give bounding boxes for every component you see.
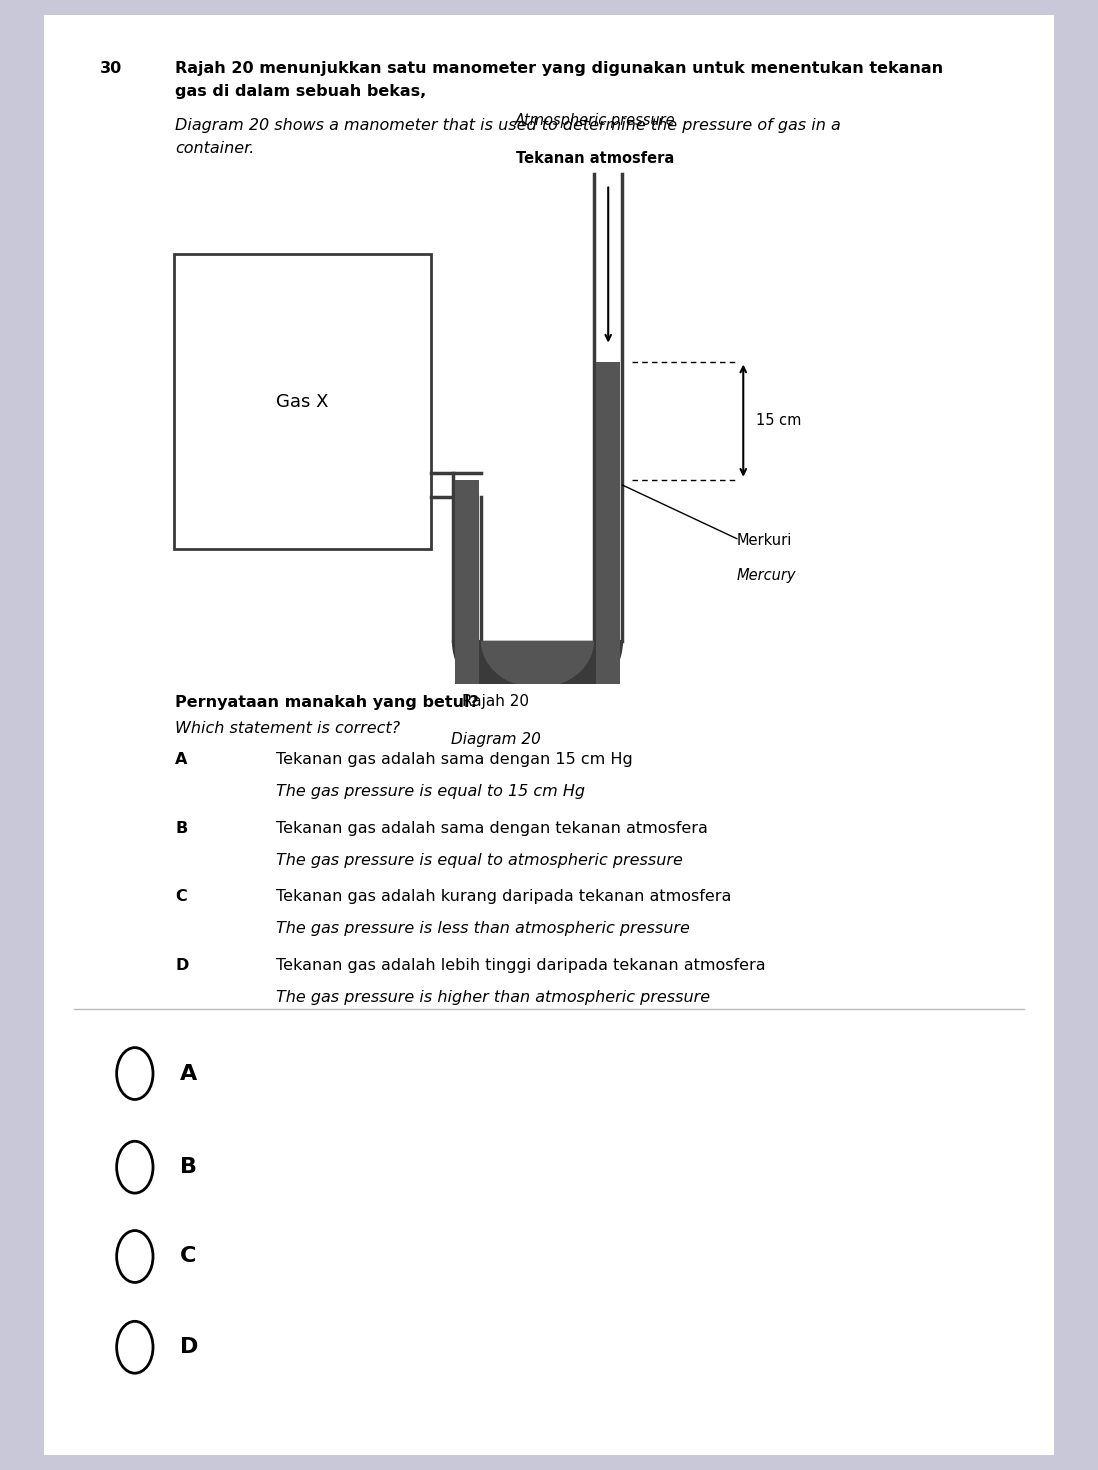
- Bar: [596, 362, 620, 688]
- Polygon shape: [481, 641, 594, 688]
- Text: Tekanan atmosfera: Tekanan atmosfera: [516, 151, 674, 166]
- Text: Tekanan gas adalah lebih tinggi daripada tekanan atmosfera: Tekanan gas adalah lebih tinggi daripada…: [277, 958, 766, 973]
- Text: The gas pressure is less than atmospheric pressure: The gas pressure is less than atmospheri…: [277, 920, 691, 936]
- Text: Tekanan gas adalah kurang daripada tekanan atmosfera: Tekanan gas adalah kurang daripada tekan…: [277, 889, 731, 904]
- Bar: [455, 479, 479, 688]
- Text: The gas pressure is equal to 15 cm Hg: The gas pressure is equal to 15 cm Hg: [277, 784, 585, 800]
- Text: Tekanan gas adalah sama dengan tekanan atmosfera: Tekanan gas adalah sama dengan tekanan a…: [277, 822, 708, 836]
- Text: B: B: [180, 1157, 198, 1177]
- Text: Rajah 20: Rajah 20: [462, 694, 529, 710]
- Text: Rajah 20 menunjukkan satu manometer yang digunakan untuk menentukan tekanan: Rajah 20 menunjukkan satu manometer yang…: [176, 60, 943, 76]
- Text: Pernyataan manakah yang betul?: Pernyataan manakah yang betul?: [176, 695, 479, 710]
- Text: A: A: [176, 753, 188, 767]
- Text: Atmospheric pressure: Atmospheric pressure: [515, 113, 675, 128]
- Text: Gas X: Gas X: [277, 392, 329, 410]
- Bar: [175, 254, 432, 550]
- Text: gas di dalam sebuah bekas,: gas di dalam sebuah bekas,: [176, 84, 426, 98]
- Text: 30: 30: [100, 60, 122, 76]
- Text: D: D: [176, 958, 189, 973]
- Polygon shape: [452, 641, 623, 711]
- Text: C: C: [180, 1247, 197, 1267]
- Text: D: D: [180, 1338, 199, 1357]
- Text: B: B: [176, 822, 188, 836]
- Text: container.: container.: [176, 141, 255, 156]
- Text: Diagram 20: Diagram 20: [451, 732, 540, 747]
- Text: The gas pressure is equal to atmospheric pressure: The gas pressure is equal to atmospheric…: [277, 853, 683, 869]
- Text: Diagram 20 shows a manometer that is used to determine the pressure of gas in a: Diagram 20 shows a manometer that is use…: [176, 119, 841, 134]
- Text: Mercury: Mercury: [737, 569, 796, 584]
- Text: 15 cm: 15 cm: [757, 413, 802, 428]
- Text: Which statement is correct?: Which statement is correct?: [176, 720, 401, 735]
- Text: Merkuri: Merkuri: [737, 534, 793, 548]
- Text: A: A: [180, 1063, 198, 1083]
- Text: Tekanan gas adalah sama dengan 15 cm Hg: Tekanan gas adalah sama dengan 15 cm Hg: [277, 753, 634, 767]
- Text: C: C: [176, 889, 187, 904]
- Text: The gas pressure is higher than atmospheric pressure: The gas pressure is higher than atmosphe…: [277, 989, 710, 1005]
